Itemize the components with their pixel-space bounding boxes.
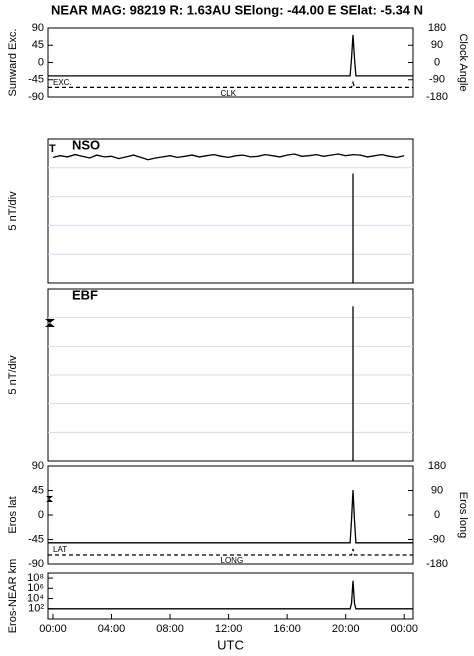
panel-marker — [45, 319, 55, 327]
series-label: LONG — [221, 556, 244, 565]
y-axis-label: 5 nT/div — [7, 191, 19, 231]
y-tick-label: 0 — [38, 509, 44, 521]
series-line — [48, 548, 413, 556]
x-tick-label: 16:00 — [273, 623, 301, 635]
series-line — [48, 80, 413, 89]
series-label: LAT — [53, 545, 67, 554]
y2-tick-label: 180 — [428, 22, 446, 34]
x-tick-label: 04:00 — [98, 623, 126, 635]
y-tick-label: 10⁸ — [27, 572, 44, 584]
chart-title: NEAR MAG: 98219 R: 1.63AU SElong: -44.00… — [51, 2, 423, 17]
y2-tick-label: 90 — [431, 484, 443, 496]
x-tick-label: 08:00 — [156, 623, 184, 635]
y-axis-label: Sunward Exc. — [7, 29, 19, 97]
y2-tick-label: -180 — [426, 91, 448, 103]
x-tick-label: 20:00 — [332, 623, 360, 635]
y-tick-label: 90 — [32, 22, 44, 34]
panel-annotation: EBF — [72, 287, 98, 302]
y-tick-label: 45 — [32, 484, 44, 496]
y-tick-label: 45 — [32, 39, 44, 51]
y-tick-label: 90 — [32, 460, 44, 472]
y-tick-label: 10⁶ — [27, 582, 44, 594]
y-tick-label: -90 — [28, 91, 44, 103]
x-tick-label: 12:00 — [215, 623, 243, 635]
panel-frame — [47, 572, 414, 620]
y2-tick-label: -90 — [429, 533, 445, 545]
panel-marker — [46, 496, 53, 502]
x-tick-label: 00:00 — [39, 623, 67, 635]
y2-axis-label: Clock Angle — [457, 33, 469, 91]
panel-frame — [47, 27, 414, 98]
y2-tick-label: 0 — [434, 56, 440, 68]
y2-tick-label: 0 — [434, 509, 440, 521]
y2-tick-label: -90 — [429, 74, 445, 86]
y-axis-label: Eros-NEAR km — [7, 559, 19, 634]
panel-annotation: NSO — [72, 137, 100, 152]
series-line — [48, 489, 413, 544]
y2-axis-label: Eros long — [457, 492, 469, 538]
panel-frame — [47, 465, 414, 565]
y-tick-label: 10⁴ — [27, 592, 44, 604]
y2-tick-label: 90 — [431, 39, 443, 51]
series-label: EXC. — [53, 78, 72, 87]
series-line — [48, 34, 413, 77]
panel-marker: T — [49, 143, 56, 155]
series-label: CLK — [221, 89, 237, 98]
y-tick-label: 0 — [38, 56, 44, 68]
y-tick-label: -45 — [28, 533, 44, 545]
x-axis-label: UTC — [217, 637, 244, 652]
panel-frame — [47, 138, 414, 284]
y-tick-label: -45 — [28, 74, 44, 86]
series-line — [48, 580, 413, 610]
y-tick-label: 10² — [28, 603, 44, 615]
y-axis-label: 5 nT/div — [7, 355, 19, 395]
y-axis-label: Eros lat — [7, 496, 19, 533]
y-tick-label: -90 — [28, 558, 44, 570]
x-tick-label: 00:00 — [390, 623, 418, 635]
y2-tick-label: 180 — [428, 460, 446, 472]
y2-tick-label: -180 — [426, 558, 448, 570]
series-line — [52, 153, 405, 161]
